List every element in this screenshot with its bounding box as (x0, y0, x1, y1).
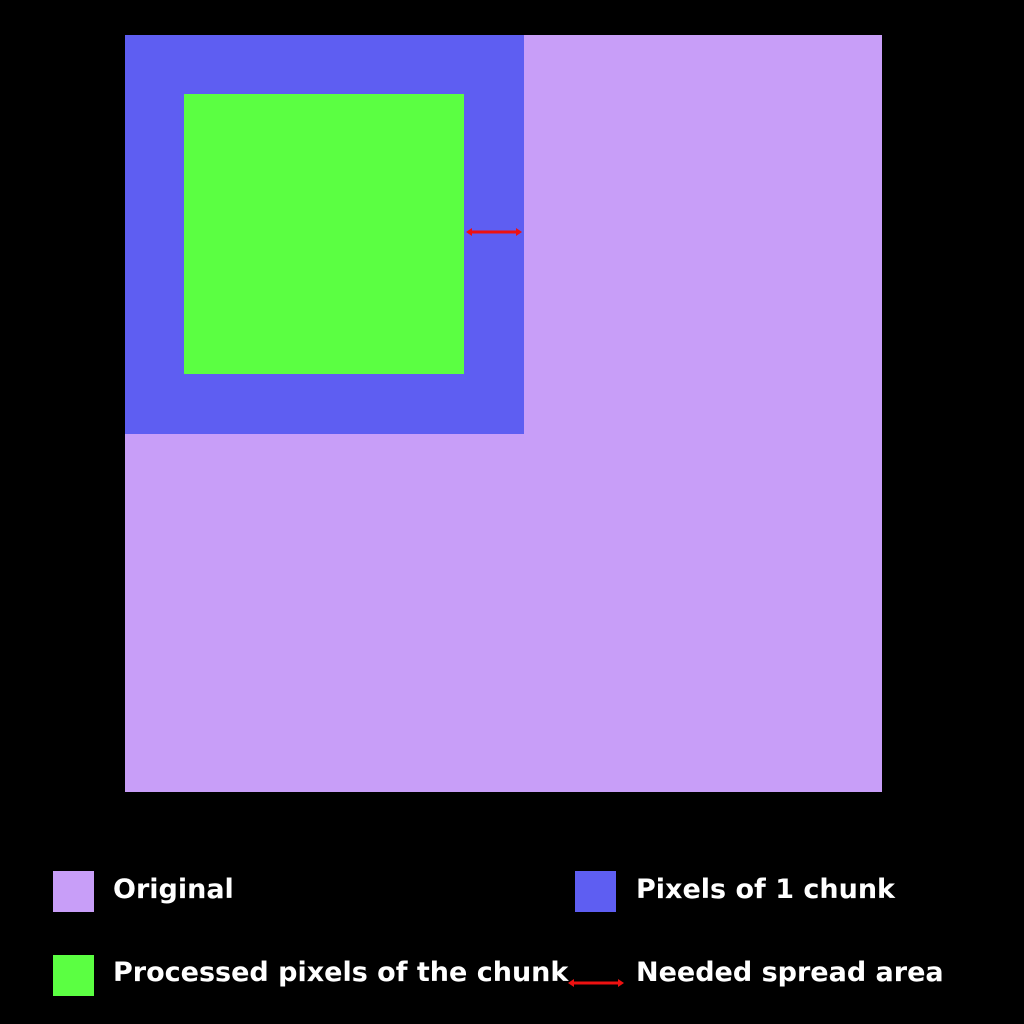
legend-original-label: Original (113, 874, 234, 905)
legend-processed-swatch (53, 955, 94, 996)
legend-original-swatch (53, 871, 94, 912)
legend-spread-label: Needed spread area (636, 957, 944, 988)
legend-processed-label: Processed pixels of the chunk (113, 957, 569, 988)
legend-spread-arrow-icon (568, 979, 624, 987)
legend-chunk-swatch (575, 871, 616, 912)
legend-chunk-label: Pixels of 1 chunk (636, 874, 896, 905)
spread-area-arrow-icon (466, 228, 522, 236)
processed-pixels-region (184, 94, 464, 374)
